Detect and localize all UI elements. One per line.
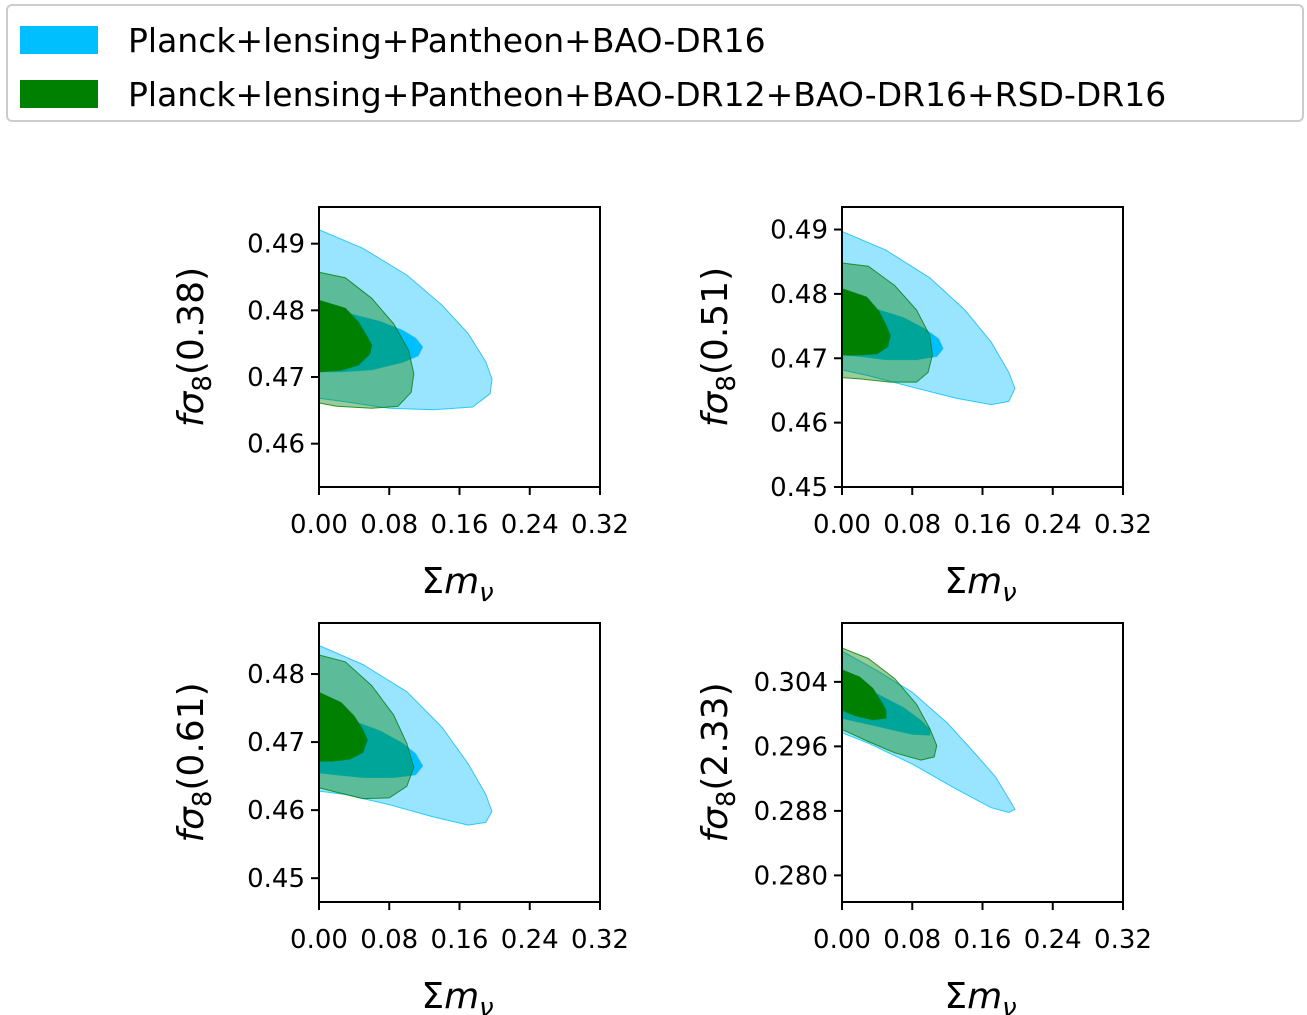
x-tick-label: 0.08 [360, 510, 418, 540]
y-tick-label: 0.304 [754, 668, 828, 698]
x-tick-label: 0.00 [813, 510, 871, 540]
y-axis-label: fσ8(0.51) [695, 267, 742, 427]
plot-frame [318, 622, 601, 903]
contour-full-combination-68 [319, 691, 368, 762]
x-tick-label: 0.16 [431, 510, 489, 540]
y-tick-label: 0.47 [247, 728, 305, 758]
y-tick-label: 0.48 [770, 280, 828, 310]
contour-bao-dr16-95 [842, 230, 1016, 406]
contour-full-combination-68 [842, 288, 891, 356]
y-tick-label: 0.49 [770, 216, 828, 246]
x-tick-label: 0.08 [883, 925, 941, 955]
y-tick-label: 0.296 [754, 732, 828, 762]
contour-bao-dr16-68 [319, 306, 424, 373]
x-axis-label: Σmν [944, 976, 1016, 1015]
plot-frame [841, 622, 1124, 903]
y-tick-label: 0.280 [754, 861, 828, 891]
legend-swatch [20, 80, 98, 108]
legend-item-bao-dr16: Planck+lensing+Pantheon+BAO-DR16 [20, 20, 766, 60]
y-tick-label: 0.48 [247, 660, 305, 690]
x-tick-label: 0.32 [571, 510, 629, 540]
y-tick-label: 0.46 [770, 409, 828, 439]
x-axis-label: Σmν [421, 976, 493, 1015]
y-axis-label: fσ8(0.38) [171, 267, 218, 427]
x-tick-label: 0.00 [290, 510, 348, 540]
x-tick-label: 0.24 [501, 510, 559, 540]
x-tick-label: 0.16 [954, 510, 1012, 540]
contour-bao-dr16-95 [319, 229, 493, 411]
y-tick-label: 0.45 [247, 864, 305, 894]
x-tick-label: 0.00 [813, 925, 871, 955]
x-tick-label: 0.32 [571, 925, 629, 955]
legend-swatch [20, 26, 98, 54]
x-axis-label: Σmν [421, 561, 493, 608]
x-tick-label: 0.16 [431, 925, 489, 955]
contour-full-combination-95 [319, 271, 415, 409]
legend-item-full-combination: Planck+lensing+Pantheon+BAO-DR12+BAO-DR1… [20, 74, 1166, 114]
contour-full-combination-95 [319, 654, 415, 800]
contour-bao-dr16-68 [842, 301, 944, 361]
y-tick-label: 0.288 [754, 797, 828, 827]
x-tick-label: 0.00 [290, 925, 348, 955]
y-axis-label: fσ8(0.61) [171, 682, 218, 842]
y-tick-label: 0.49 [247, 230, 305, 260]
y-axis-label: fσ8(2.33) [695, 682, 742, 842]
y-tick-label: 0.47 [247, 363, 305, 393]
legend: Planck+lensing+Pantheon+BAO-DR16 Planck+… [6, 4, 1304, 122]
contour-bao-dr16-95 [842, 650, 1016, 814]
contour-bao-dr16-68 [319, 710, 424, 778]
x-tick-label: 0.24 [501, 925, 559, 955]
y-tick-label: 0.46 [247, 796, 305, 826]
legend-label: Planck+lensing+Pantheon+BAO-DR16 [128, 20, 766, 60]
y-tick-label: 0.45 [770, 473, 828, 503]
contour-bao-dr16-68 [842, 682, 931, 736]
x-tick-label: 0.08 [360, 925, 418, 955]
plot-frame [841, 206, 1124, 488]
x-tick-label: 0.32 [1094, 510, 1152, 540]
contour-full-combination-68 [319, 299, 373, 373]
contour-full-combination-95 [842, 262, 933, 383]
contour-full-combination-68 [842, 669, 887, 721]
contour-bao-dr16-95 [319, 644, 493, 826]
plot-frame [318, 206, 601, 488]
contour-full-combination-95 [842, 647, 938, 761]
legend-label: Planck+lensing+Pantheon+BAO-DR12+BAO-DR1… [128, 74, 1167, 114]
x-tick-label: 0.32 [1094, 925, 1152, 955]
x-tick-label: 0.24 [1024, 925, 1082, 955]
x-tick-label: 0.24 [1024, 510, 1082, 540]
x-axis-label: Σmν [944, 561, 1016, 608]
x-tick-label: 0.08 [883, 510, 941, 540]
y-tick-label: 0.46 [247, 430, 305, 460]
x-tick-label: 0.16 [954, 925, 1012, 955]
y-tick-label: 0.48 [247, 296, 305, 326]
y-tick-label: 0.47 [770, 344, 828, 374]
